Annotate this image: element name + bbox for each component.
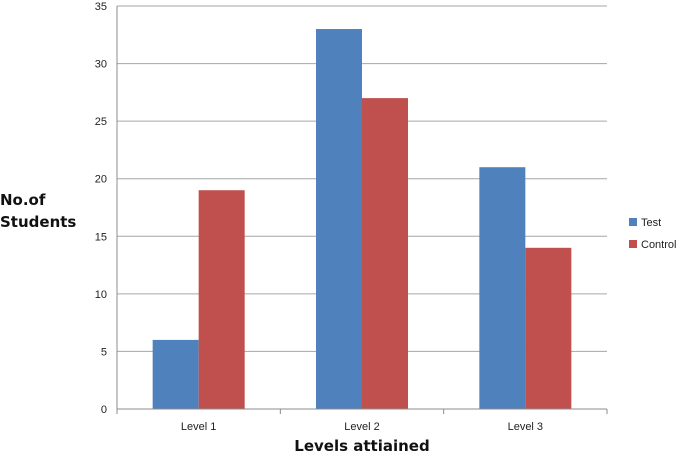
- y-tick-label: 10: [95, 289, 107, 301]
- y-tick-label: 0: [101, 404, 107, 416]
- y-tick-labels: 0 5 10 15 20 25 30 35: [95, 1, 107, 416]
- legend-label-test: Test: [641, 217, 661, 229]
- y-tick-label: 15: [95, 231, 107, 243]
- bar-test-level-3: [479, 167, 526, 409]
- bar-test-level-2: [316, 29, 362, 410]
- axes: [116, 6, 607, 410]
- bar-test-level-1: [152, 339, 199, 409]
- x-tick-marks: [116, 409, 608, 414]
- legend-swatch-control: [629, 240, 637, 248]
- y-tick-label: 5: [101, 346, 107, 358]
- legend: Test Control: [629, 217, 676, 251]
- x-axis-title: Levels attiained: [294, 437, 429, 455]
- bar-control-level-2: [362, 98, 408, 409]
- bars: [152, 29, 572, 410]
- bar-control-level-3: [525, 247, 572, 409]
- y-axis-title-line-2: Students: [0, 213, 76, 231]
- y-tick-label: 20: [95, 174, 107, 186]
- category-label: Level 3: [508, 421, 543, 433]
- y-tick-label: 25: [95, 116, 107, 128]
- legend-swatch-test: [629, 218, 637, 226]
- y-tick-label: 30: [95, 59, 107, 71]
- category-label: Level 2: [344, 421, 379, 433]
- bar-control-level-1: [198, 190, 245, 409]
- y-tick-label: 35: [95, 1, 107, 13]
- category-labels: Level 1 Level 2 Level 3: [181, 421, 543, 433]
- legend-label-control: Control: [641, 239, 676, 251]
- y-axis-title-line-1: No.of: [0, 191, 46, 209]
- category-label: Level 1: [181, 421, 216, 433]
